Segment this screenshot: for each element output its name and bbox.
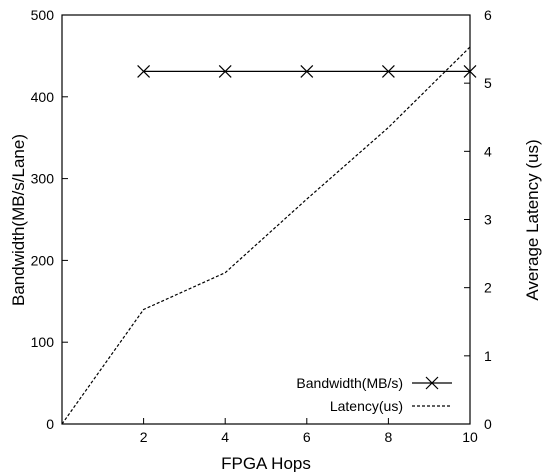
x-tick-label: 8: [385, 429, 393, 445]
series-point-0: [381, 65, 395, 78]
x-axis-label: FPGA Hops: [221, 454, 311, 472]
legend-label-bandwidth: Bandwidth(MB/s): [296, 375, 403, 391]
left-tick-label: 200: [31, 252, 55, 268]
right-tick-label: 1: [484, 348, 492, 364]
left-tick-label: 500: [31, 7, 55, 23]
right-tick-label: 5: [484, 75, 492, 91]
right-axis-label: Average Latency (us): [523, 139, 542, 300]
series-point-0: [218, 65, 232, 78]
left-axis-ticks: 0 100 200 300 400 500: [31, 7, 68, 432]
right-axis-ticks: 0 1 2 3 4 5 6: [464, 7, 492, 432]
series-layer: [61, 46, 477, 425]
x-tick-label: 2: [140, 429, 148, 445]
x-tick-label: 6: [303, 429, 311, 445]
series-point-0: [463, 65, 477, 78]
legend-label-latency: Latency(us): [330, 398, 403, 414]
right-tick-label: 3: [484, 212, 492, 228]
series-point-0: [137, 65, 151, 78]
right-tick-label: 0: [484, 416, 492, 432]
x-tick-label: 10: [462, 429, 478, 445]
right-tick-label: 6: [484, 7, 492, 23]
left-tick-label: 100: [31, 334, 55, 350]
right-tick-label: 4: [484, 143, 492, 159]
left-tick-label: 400: [31, 89, 55, 105]
series-line-1: [61, 46, 471, 425]
legend-marker-bandwidth: [425, 376, 439, 390]
x-axis-ticks: 2 4 6 8 10: [140, 418, 478, 445]
right-tick-label: 2: [484, 280, 492, 296]
series-point-0: [300, 65, 314, 78]
plot-frame: [61, 14, 471, 425]
left-axis-label: Bandwidth(MB/s/Lane): [9, 134, 28, 306]
left-tick-label: 300: [31, 171, 55, 187]
legend: Bandwidth(MB/s) Latency(us): [296, 375, 452, 414]
left-tick-label: 0: [46, 416, 54, 432]
x-tick-label: 4: [221, 429, 229, 445]
